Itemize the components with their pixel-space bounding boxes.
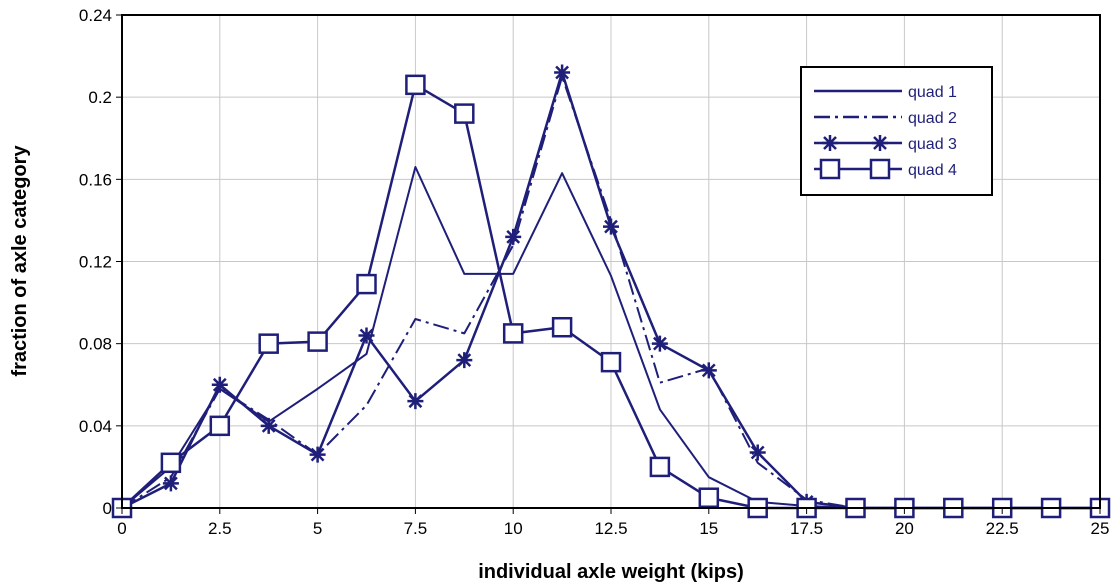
data-point-marker	[456, 352, 472, 368]
data-point-marker	[309, 333, 327, 351]
y-tick-label: 0.12	[79, 253, 112, 272]
x-tick-label: 22.5	[986, 519, 1019, 538]
data-point-marker	[553, 318, 571, 336]
x-tick-label: 5	[313, 519, 322, 538]
data-point-marker	[602, 353, 620, 371]
legend-marker	[822, 135, 838, 151]
y-tick-label: 0.16	[79, 170, 112, 189]
x-tick-label: 15	[699, 519, 718, 538]
legend-item: quad 4	[814, 160, 957, 179]
x-tick-label: 10	[504, 519, 523, 538]
legend-marker	[821, 160, 839, 178]
y-tick-label: 0.24	[79, 6, 112, 25]
data-point-marker	[750, 445, 766, 461]
data-point-marker	[505, 229, 521, 245]
y-tick-label: 0.04	[79, 417, 112, 436]
legend-marker	[872, 135, 888, 151]
data-point-marker	[651, 458, 669, 476]
x-tick-label: 0	[117, 519, 126, 538]
data-point-marker	[359, 327, 375, 343]
y-axis-title: fraction of axle category	[9, 145, 31, 377]
data-point-marker	[407, 393, 423, 409]
x-tick-label: 20	[895, 519, 914, 538]
data-point-marker	[554, 65, 570, 81]
data-point-marker	[163, 475, 179, 491]
data-point-marker	[455, 105, 473, 123]
data-point-marker	[406, 76, 424, 94]
x-tick-label: 7.5	[404, 519, 428, 538]
x-tick-label: 2.5	[208, 519, 232, 538]
data-point-marker	[211, 417, 229, 435]
legend-label: quad 4	[908, 162, 957, 179]
y-tick-label: 0	[103, 499, 112, 518]
data-point-marker	[603, 219, 619, 235]
y-tick-label: 0.2	[88, 88, 112, 107]
data-point-marker	[162, 454, 180, 472]
data-point-marker	[212, 377, 228, 393]
x-tick-label: 25	[1091, 519, 1110, 538]
data-point-marker	[504, 324, 522, 342]
legend-label: quad 3	[908, 136, 957, 153]
data-point-marker	[260, 335, 278, 353]
x-axis-title: individual axle weight (kips)	[478, 561, 744, 583]
data-point-marker	[652, 336, 668, 352]
legend-label: quad 1	[908, 84, 957, 101]
y-tick-label: 0.08	[79, 335, 112, 354]
x-tick-label: 17.5	[790, 519, 823, 538]
legend-label: quad 2	[908, 110, 957, 127]
data-point-marker	[700, 489, 718, 507]
data-point-marker	[358, 275, 376, 293]
data-point-marker	[701, 362, 717, 378]
data-point-marker	[261, 418, 277, 434]
x-tick-label: 12.5	[594, 519, 627, 538]
data-point-marker	[310, 447, 326, 463]
legend: quad 1 quad 2 quad 3 quad 4	[801, 67, 992, 195]
legend-marker	[871, 160, 889, 178]
